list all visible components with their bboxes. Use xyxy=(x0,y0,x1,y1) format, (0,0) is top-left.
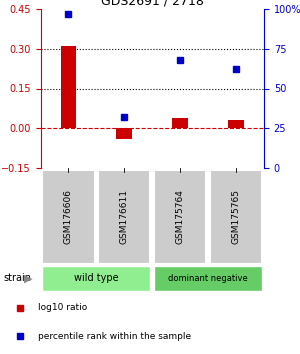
Bar xyxy=(42,170,94,264)
Bar xyxy=(98,170,151,264)
Bar xyxy=(116,129,132,139)
Title: GDS2691 / 2718: GDS2691 / 2718 xyxy=(101,0,204,8)
Text: log10 ratio: log10 ratio xyxy=(38,303,87,312)
Text: ▶: ▶ xyxy=(24,273,33,284)
Bar xyxy=(154,266,262,291)
Text: GSM175765: GSM175765 xyxy=(232,189,241,244)
Bar xyxy=(42,266,151,291)
Bar xyxy=(154,170,206,264)
Text: GSM176606: GSM176606 xyxy=(64,189,73,244)
Bar xyxy=(210,170,262,264)
Text: percentile rank within the sample: percentile rank within the sample xyxy=(38,332,190,341)
Text: wild type: wild type xyxy=(74,273,119,284)
Text: strain: strain xyxy=(3,273,31,284)
Text: GSM176611: GSM176611 xyxy=(120,189,129,244)
Bar xyxy=(61,46,76,129)
Text: GSM175764: GSM175764 xyxy=(176,189,185,244)
Text: dominant negative: dominant negative xyxy=(168,274,248,283)
Bar xyxy=(228,120,244,129)
Bar xyxy=(172,118,188,129)
